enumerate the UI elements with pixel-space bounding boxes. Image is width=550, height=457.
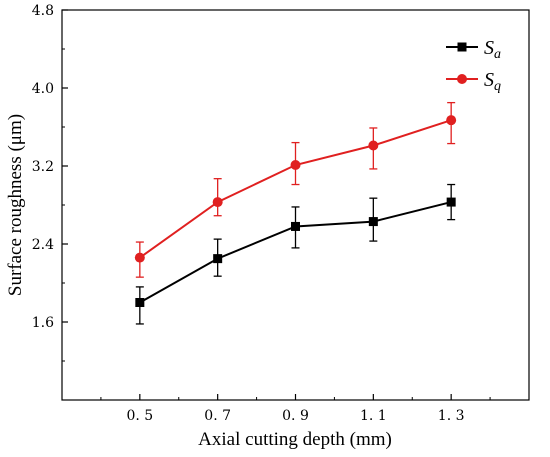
data-point	[291, 221, 300, 231]
data-point	[135, 298, 145, 307]
legend: Sa Sq	[446, 37, 501, 94]
x-tick-label: 0. 7	[204, 408, 231, 424]
legend-sq-name: S	[484, 69, 494, 91]
legend-sa-name: S	[484, 37, 494, 59]
legend-sq-marker	[457, 74, 467, 84]
legend-sq-label: Sq	[484, 69, 501, 94]
y-tick-label: 3.2	[32, 159, 54, 175]
legend-sa-sub: a	[494, 47, 501, 62]
y-axis-title: Surface roughness (μm)	[5, 114, 26, 296]
data-point	[446, 115, 457, 126]
data-point	[446, 197, 456, 207]
y-axis: 1.6 2.4 3.2 4.0 4.8	[32, 3, 68, 401]
y-tick-label: 4.8	[32, 3, 54, 19]
x-tick-label: 0. 9	[282, 408, 309, 424]
x-tick-label: 0. 5	[126, 408, 153, 424]
series-a	[135, 183, 456, 325]
data-point	[134, 252, 145, 263]
data-point	[368, 217, 378, 227]
legend-sa-marker	[457, 42, 467, 52]
legend-sa-label: Sa	[484, 37, 501, 62]
data-point	[212, 197, 223, 208]
y-tick-label: 4.0	[32, 81, 54, 97]
data-point	[290, 160, 301, 171]
y-tick-label: 2.4	[32, 237, 54, 253]
plot-frame	[61, 9, 530, 401]
series-q	[134, 101, 457, 278]
y-tick-label: 1.6	[32, 315, 54, 331]
x-tick-label: 1. 3	[438, 408, 465, 424]
data-point	[368, 140, 379, 151]
series-layer	[134, 101, 457, 325]
data-point	[213, 254, 223, 264]
x-tick-label: 1. 1	[360, 408, 387, 424]
x-axis: 0. 5 0. 7 0. 9 1. 1 1. 3	[100, 394, 491, 424]
legend-sq-sub: q	[494, 79, 501, 94]
x-axis-title: Axial cutting depth (mm)	[198, 429, 392, 450]
